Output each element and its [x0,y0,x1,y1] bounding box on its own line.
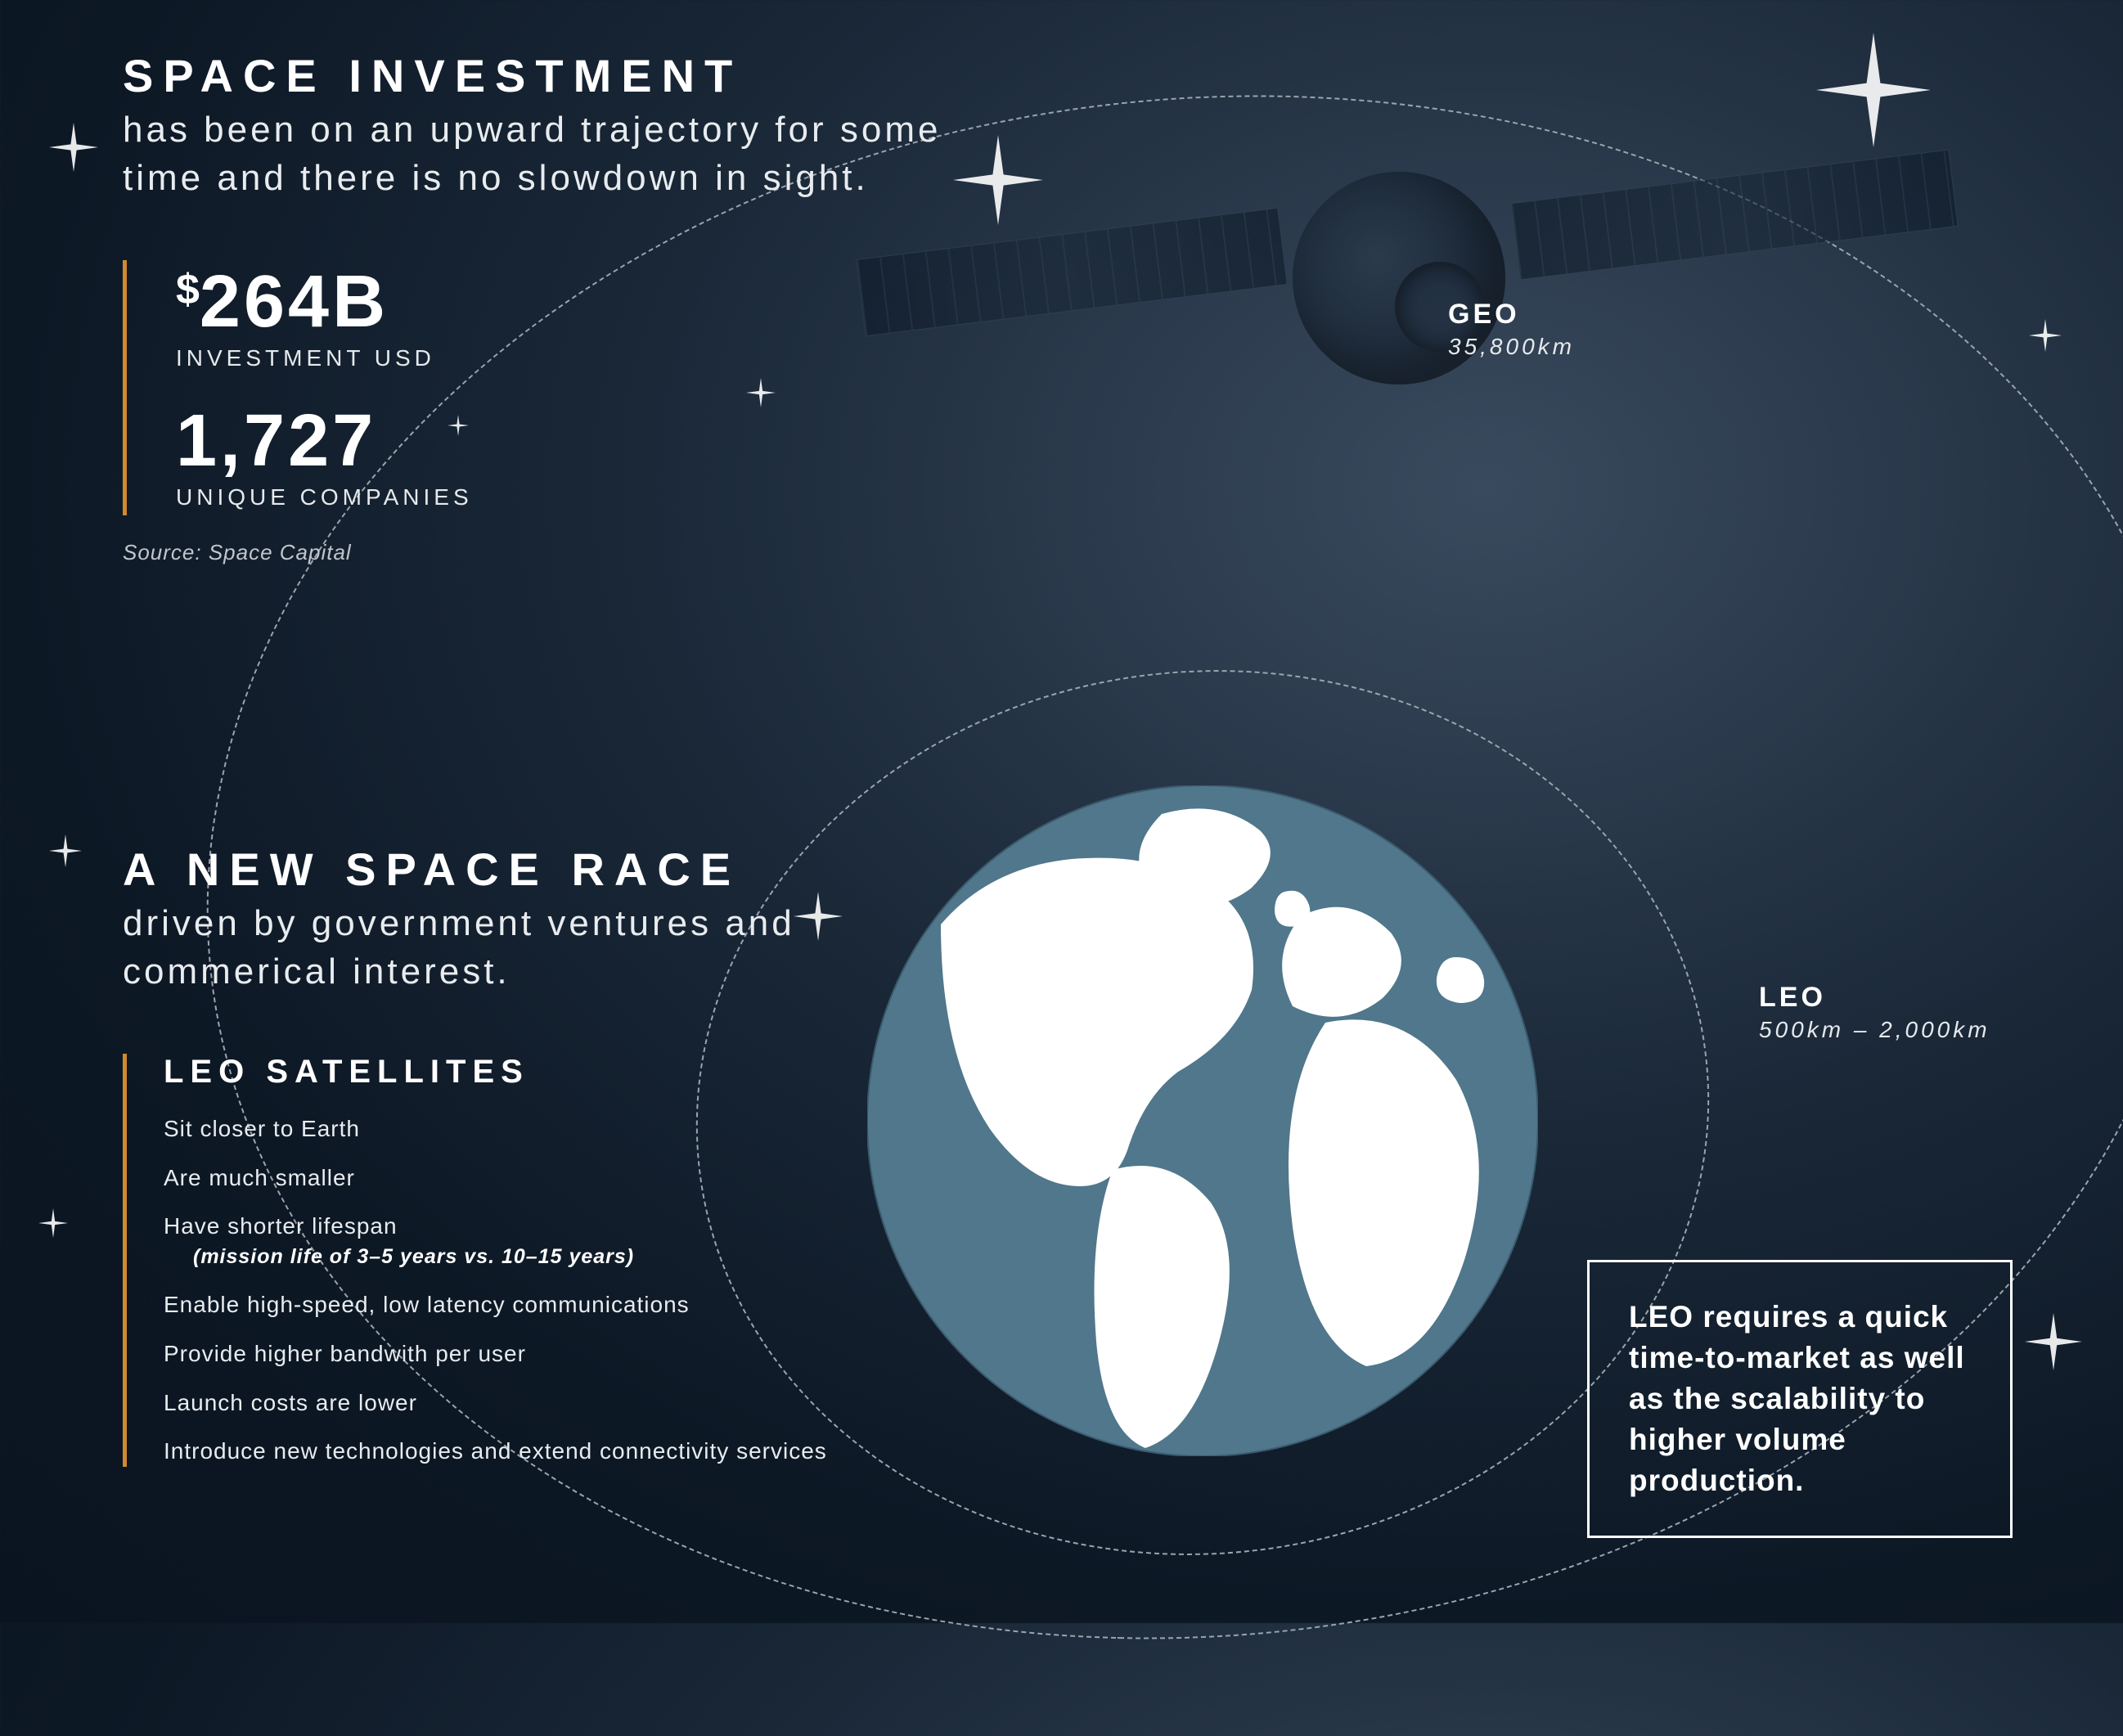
leo-list-item: Introduce new technologies and extend co… [164,1436,900,1467]
section-title: SPACE INVESTMENT [123,49,1023,102]
stat-value: $264B [176,265,1023,339]
leo-list-item: Sit closer to Earth [164,1113,900,1145]
orbit-name: GEO [1448,299,1575,331]
new-space-race-section: A NEW SPACE RACE driven by government ve… [123,843,900,1485]
orbit-distance: 500km – 2,000km [1759,1017,1990,1043]
stat-label: UNIQUE COMPANIES [176,484,1023,510]
leo-list-item: Provide higher bandwith per user [164,1338,900,1369]
solar-panel-right [1510,149,1959,280]
sparkle-icon [49,123,98,172]
stat-number: 1,727 [176,400,376,482]
leo-list: Sit closer to Earth Are much smaller Have … [164,1113,900,1467]
section-subtitle: has been on an upward trajectory for som… [123,106,1023,203]
stat-label: INVESTMENT USD [176,345,1023,371]
stat-companies: 1,727 UNIQUE COMPANIES [176,404,1023,510]
leo-orbit-label: LEO 500km – 2,000km [1759,982,1990,1043]
orbit-name: LEO [1759,982,1990,1014]
globe-illustration [867,785,1538,1460]
leo-list-item-note: (mission life of 3–5 years vs. 10–15 yea… [164,1244,900,1271]
sparkle-icon [2025,1313,2082,1370]
satellite-illustration [949,123,2013,466]
space-investment-section: SPACE INVESTMENT has been on an upward t… [123,49,1023,565]
leo-list-item: Launch costs are lower [164,1387,900,1419]
section-title: A NEW SPACE RACE [123,843,900,896]
leo-satellites-block: LEO SATELLITES Sit closer to Earth Are mu… [123,1054,900,1467]
orbit-distance: 35,800km [1448,334,1575,360]
sparkle-icon [49,834,82,867]
leo-list-item: Enable high-speed, low latency communica… [164,1289,900,1320]
source-citation: Source: Space Capital [123,540,1023,565]
sparkle-icon [38,1208,68,1238]
geo-orbit-label: GEO 35,800km [1448,299,1575,360]
sparkle-icon [2029,319,2062,352]
section-subtitle: driven by government ventures and commer… [123,899,900,996]
stat-prefix: $ [176,266,200,313]
leo-heading: LEO SATELLITES [164,1054,900,1091]
leo-callout-box: LEO requires a quick time-to-market as w… [1587,1260,2013,1538]
stats-block: $264B INVESTMENT USD 1,727 UNIQUE COMPAN… [123,260,1023,515]
stat-value: 1,727 [176,404,1023,478]
leo-list-item: Are much smaller [164,1163,900,1194]
leo-list-item: Have shorter lifespan(mission life of 3–… [164,1211,900,1271]
infographic-root: SPACE INVESTMENT has been on an upward t… [0,0,2123,1623]
stat-investment: $264B INVESTMENT USD [176,265,1023,371]
stat-number: 264B [200,261,389,343]
callout-text: LEO requires a quick time-to-market as w… [1629,1297,1971,1501]
